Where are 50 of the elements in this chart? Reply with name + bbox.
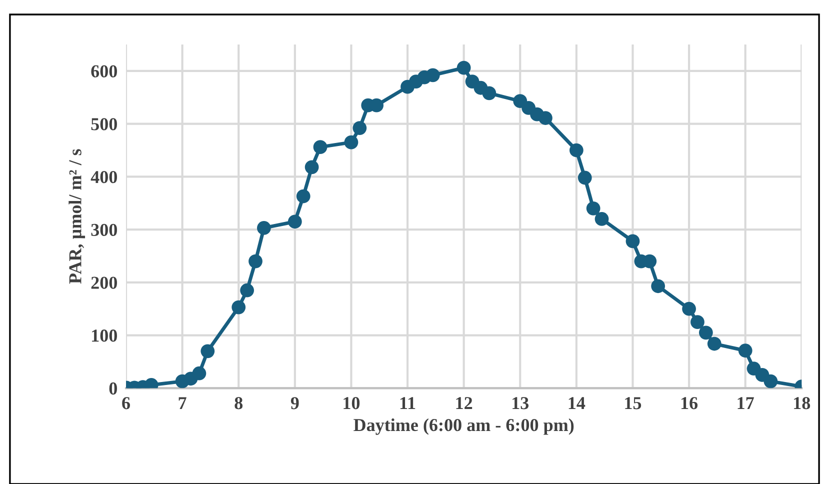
point: [651, 279, 666, 294]
point: [690, 315, 704, 330]
y-tick-label: 0: [109, 382, 117, 395]
point: [296, 189, 310, 204]
point: [288, 214, 302, 229]
y-tick-label: 300: [91, 224, 117, 236]
point: [764, 374, 778, 388]
x-tick-label: 13: [512, 397, 529, 410]
point: [352, 121, 367, 136]
point: [456, 60, 471, 75]
x-tick-label: 17: [738, 397, 754, 410]
y-tick-label: 100: [92, 330, 117, 342]
point: [738, 344, 752, 358]
point: [626, 234, 640, 248]
point: [192, 366, 206, 380]
y-tick-label: 200: [91, 276, 117, 289]
point: [200, 344, 215, 358]
x-tick-label: 15: [625, 397, 642, 410]
point: [426, 68, 440, 82]
x-tick-label: 12: [456, 397, 472, 410]
point: [313, 140, 328, 154]
x-tick-label: 11: [400, 397, 416, 410]
x-axis-title: Daytime (6:00 am - 6:00 pm): [354, 418, 574, 435]
point: [569, 143, 584, 158]
x-tick-label: 10: [344, 397, 360, 410]
point: [257, 221, 271, 235]
point: [232, 300, 246, 314]
point: [586, 201, 600, 216]
x-tick-label: 9: [290, 397, 299, 410]
point: [682, 302, 696, 316]
x-tick-label: 8: [234, 397, 243, 410]
x-tick-label: 18: [794, 397, 810, 410]
y-axis-title: PAR, µmol/ m² / s: [68, 149, 86, 284]
point: [240, 283, 254, 298]
point: [578, 170, 592, 185]
point: [594, 212, 609, 226]
point: [482, 86, 496, 100]
point: [304, 160, 319, 174]
point: [538, 111, 552, 125]
y-tick-label: 500: [91, 118, 117, 130]
x-tick-label: 6: [122, 397, 130, 410]
y-tick-label: 600: [91, 65, 117, 78]
point: [707, 336, 722, 351]
x-tick-label: 14: [568, 397, 586, 410]
point: [698, 326, 713, 340]
point: [248, 254, 262, 268]
y-tick-label: 400: [90, 170, 117, 184]
x-tick-label: 7: [178, 397, 186, 410]
point: [344, 135, 358, 150]
x-tick-label: 16: [681, 397, 698, 410]
